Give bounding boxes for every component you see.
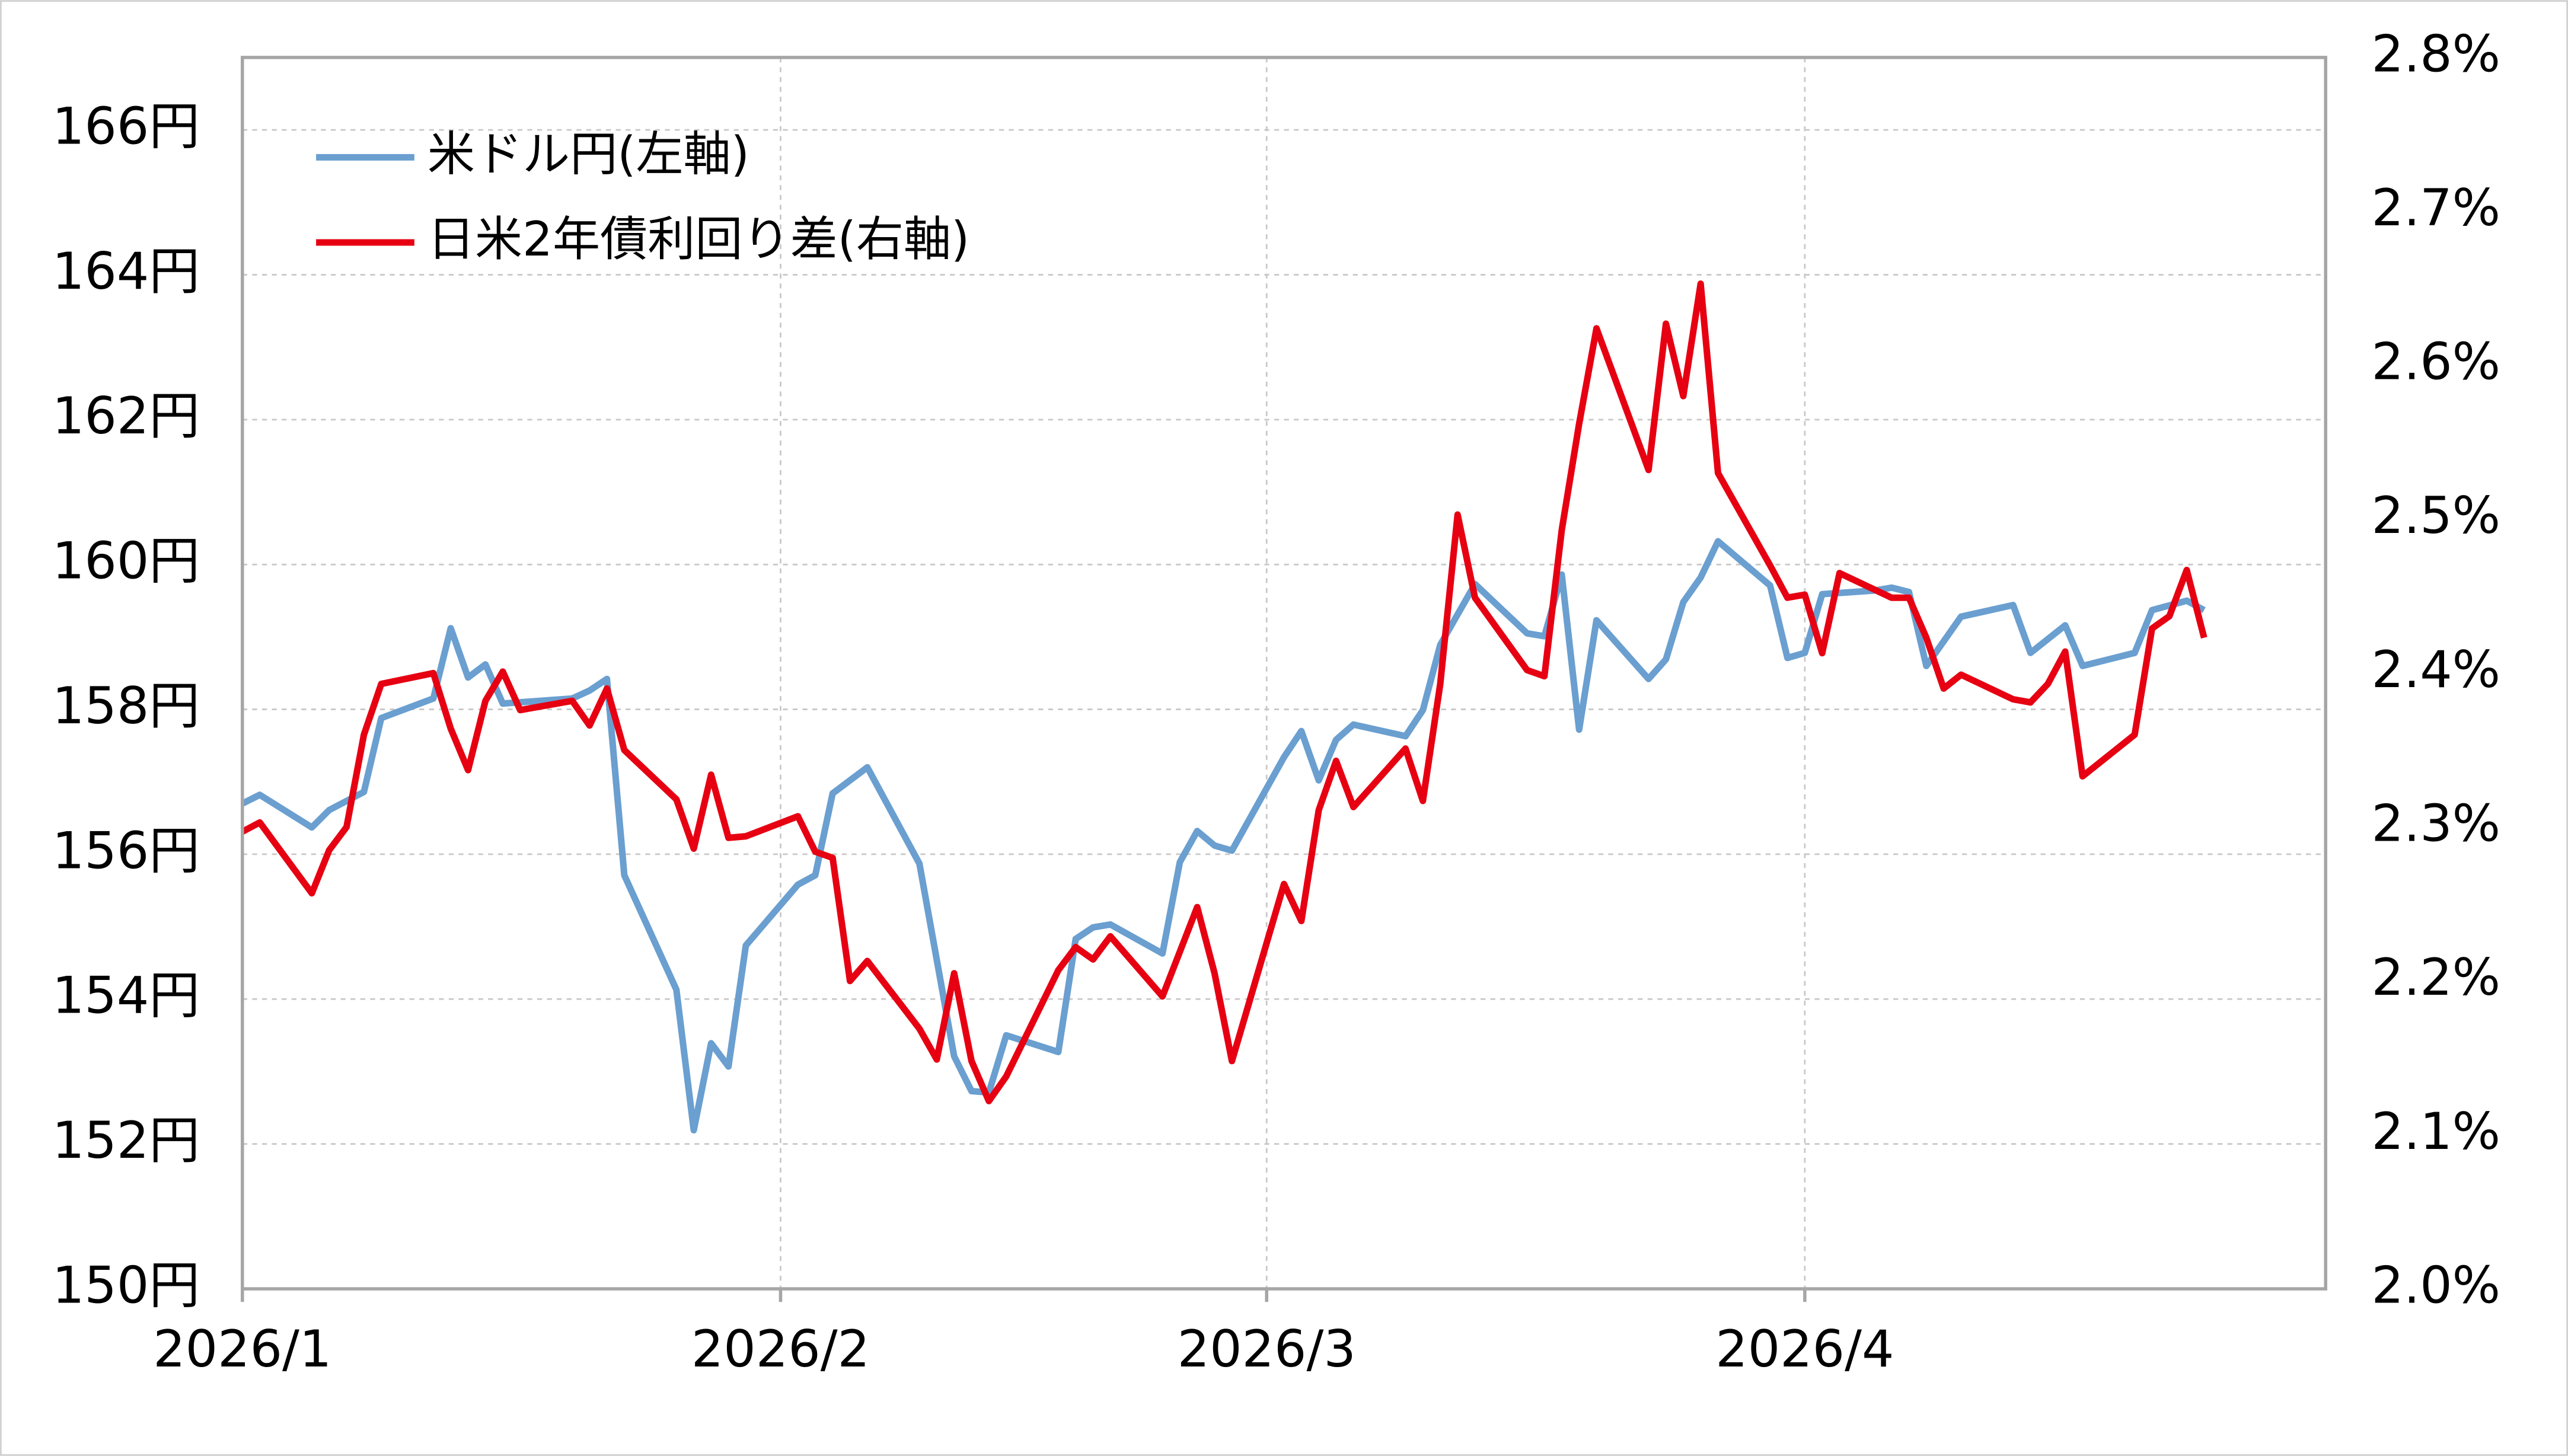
y-tick-label: 150円: [52, 1256, 200, 1315]
x-tick-label: 2026/2: [691, 1320, 870, 1379]
y2-tick-label: 2.2%: [2372, 949, 2501, 1007]
x-tick-label: 2026/3: [1178, 1320, 1356, 1379]
y-tick-label: 160円: [52, 532, 200, 591]
x-tick-label: 2026/4: [1715, 1320, 1894, 1379]
y2-tick-label: 2.0%: [2372, 1256, 2501, 1315]
legend-label: 米ドル円(左軸): [428, 126, 749, 181]
legend-label: 日米2年債利回り差(右軸): [428, 212, 969, 267]
y-tick-label: 152円: [52, 1112, 200, 1170]
y-tick-label: 156円: [52, 822, 200, 880]
series-line: [241, 538, 2206, 1133]
legend: 米ドル円(左軸) 日米2年債利回り差(右軸): [316, 126, 969, 267]
y-tick-label: 162円: [52, 387, 200, 446]
y2-tick-label: 2.4%: [2372, 641, 2501, 700]
y2-tick-label: 2.1%: [2372, 1103, 2501, 1161]
y2-tick-label: 2.7%: [2372, 179, 2501, 238]
y-tick-label: 164円: [52, 242, 200, 301]
y2-tick-label: 2.5%: [2372, 487, 2501, 545]
x-tick-label: 2026/1: [153, 1320, 331, 1379]
y2-tick-label: 2.3%: [2372, 795, 2501, 854]
ticks: 150円 152円 154円 156円 158円 160円 162円 164円 166円 2.0%…: [52, 25, 2500, 1379]
y-tick-label: 154円: [52, 967, 200, 1026]
y-tick-label: 158円: [52, 677, 200, 736]
y-tick-label: 166円: [52, 98, 200, 157]
y2-tick-label: 2.8%: [2372, 25, 2501, 84]
y2-tick-label: 2.6%: [2372, 333, 2501, 392]
series-line: [241, 280, 2207, 1104]
series-lines: [241, 280, 2207, 1133]
